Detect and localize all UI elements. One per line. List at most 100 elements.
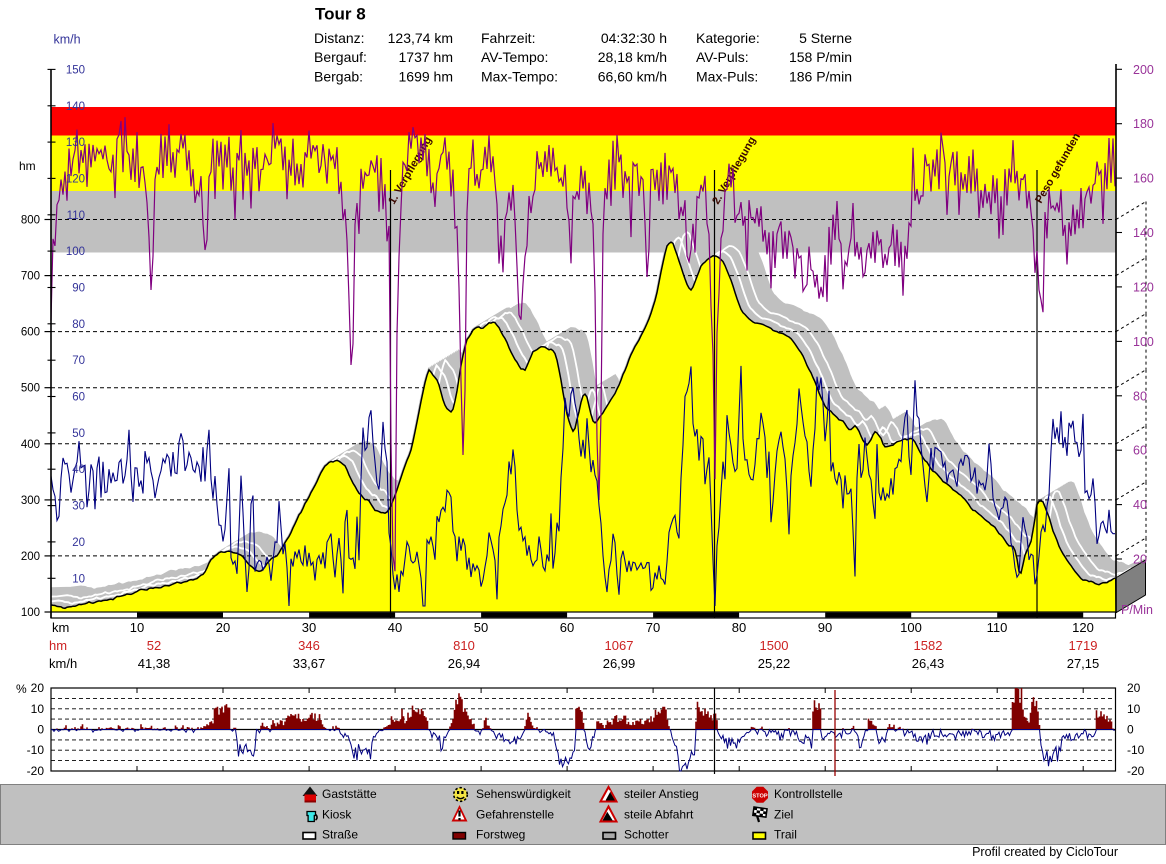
svg-text:26,43: 26,43 [912,656,945,671]
svg-text:Kontrollstelle: Kontrollstelle [774,787,843,801]
svg-text:70: 70 [72,355,85,367]
svg-text:Profil created by CicloTour: Profil created by CicloTour [972,845,1118,859]
svg-text:800: 800 [21,215,40,227]
svg-text:41,38: 41,38 [138,656,171,671]
svg-text:Fahrzeit:: Fahrzeit: [481,30,535,46]
svg-text:40: 40 [388,620,402,635]
svg-text:1500: 1500 [760,638,789,653]
svg-text:52: 52 [147,638,161,653]
svg-text:1737 hm: 1737 hm [399,49,453,65]
svg-text:0: 0 [37,723,44,737]
svg-text:5 Sterne: 5 Sterne [799,30,852,46]
svg-text:140: 140 [1133,226,1154,240]
svg-text:40: 40 [72,464,85,476]
svg-text:100: 100 [21,607,40,619]
svg-text:km/h: km/h [54,33,81,47]
svg-text:123,74 km: 123,74 km [388,30,453,46]
svg-text:158 P/min: 158 P/min [789,49,852,65]
svg-text:-20: -20 [1127,764,1145,778]
svg-text:160: 160 [1133,172,1154,186]
svg-text:110: 110 [67,210,85,222]
svg-text:120: 120 [1133,280,1154,294]
svg-text:100: 100 [900,620,922,635]
svg-text:STOP: STOP [752,794,767,800]
svg-text:10: 10 [1127,702,1141,716]
svg-text:120: 120 [1072,620,1094,635]
svg-text:130: 130 [66,137,85,149]
svg-text:110: 110 [987,620,1008,635]
svg-text:km/h: km/h [49,656,77,671]
svg-text:Max-Tempo:: Max-Tempo: [481,68,558,84]
svg-text:10: 10 [130,620,144,635]
svg-text:hm: hm [49,638,67,653]
svg-text:80: 80 [72,319,85,331]
svg-text:100: 100 [1133,335,1154,349]
svg-text:1719: 1719 [1069,638,1098,653]
svg-text:200: 200 [1133,63,1154,77]
svg-text:Forstweg: Forstweg [476,828,525,842]
svg-text:Gefahrenstelle: Gefahrenstelle [476,808,554,822]
svg-text:%: % [16,682,27,696]
svg-text:-10: -10 [1127,743,1145,757]
svg-text:Sehenswürdigkeit: Sehenswürdigkeit [476,787,571,801]
svg-text:120: 120 [66,173,85,185]
svg-text:26,99: 26,99 [603,656,636,671]
svg-text:10: 10 [31,702,45,716]
svg-text:200: 200 [21,551,40,563]
svg-text:400: 400 [21,439,40,451]
svg-text:Distanz:: Distanz: [314,30,365,46]
svg-text:km: km [52,620,69,635]
svg-text:100: 100 [66,246,85,258]
svg-text:Ziel: Ziel [774,808,793,822]
svg-text:30: 30 [302,620,316,635]
svg-text:steiler Anstieg: steiler Anstieg [624,787,699,801]
svg-text:Kiosk: Kiosk [322,808,352,822]
svg-text:80: 80 [732,620,746,635]
svg-text:20: 20 [216,620,230,635]
svg-text:28,18 km/h: 28,18 km/h [598,49,667,65]
svg-text:Bergab:: Bergab: [314,68,363,84]
svg-text:Straße: Straße [322,828,358,842]
svg-text:150: 150 [66,64,85,76]
svg-text:33,67: 33,67 [293,656,326,671]
svg-text:700: 700 [21,271,40,283]
svg-text:60: 60 [72,392,85,404]
svg-text:20: 20 [1127,681,1141,695]
svg-text:Gaststätte: Gaststätte [322,787,377,801]
svg-text:500: 500 [21,383,40,395]
svg-text:70: 70 [646,620,660,635]
svg-text:Bergauf:: Bergauf: [314,49,367,65]
svg-text:20: 20 [31,681,45,695]
svg-text:180: 180 [1133,117,1154,131]
svg-text:90: 90 [818,620,832,635]
svg-text:20: 20 [1133,553,1147,567]
svg-text:Kategorie:: Kategorie: [696,30,760,46]
svg-text:hm: hm [19,159,36,173]
svg-text:90: 90 [72,283,85,295]
svg-text:1582: 1582 [914,638,943,653]
svg-text:20: 20 [72,537,85,549]
svg-text:50: 50 [72,428,85,440]
svg-text:P/Min: P/Min [1121,603,1153,617]
svg-text:60: 60 [1133,444,1147,458]
svg-text:50: 50 [474,620,488,635]
svg-text:80: 80 [1133,389,1147,403]
svg-text:1699 hm: 1699 hm [399,68,453,84]
svg-text:346: 346 [298,638,320,653]
svg-text:810: 810 [453,638,475,653]
svg-text:600: 600 [21,327,40,339]
svg-text:Trail: Trail [774,828,797,842]
svg-text:27,15: 27,15 [1067,656,1100,671]
svg-text:04:32:30 h: 04:32:30 h [601,30,667,46]
svg-text:Tour 8: Tour 8 [315,4,366,23]
svg-text:1067: 1067 [605,638,634,653]
svg-text:40: 40 [1133,498,1147,512]
svg-text:186 P/min: 186 P/min [789,68,852,84]
svg-text:25,22: 25,22 [758,656,791,671]
svg-text:steile Abfahrt: steile Abfahrt [624,808,694,822]
svg-text:10: 10 [72,573,85,585]
svg-text:-10: -10 [27,743,45,757]
svg-text:140: 140 [66,101,85,113]
svg-text:AV-Tempo:: AV-Tempo: [481,49,548,65]
svg-text:AV-Puls:: AV-Puls: [696,49,749,65]
